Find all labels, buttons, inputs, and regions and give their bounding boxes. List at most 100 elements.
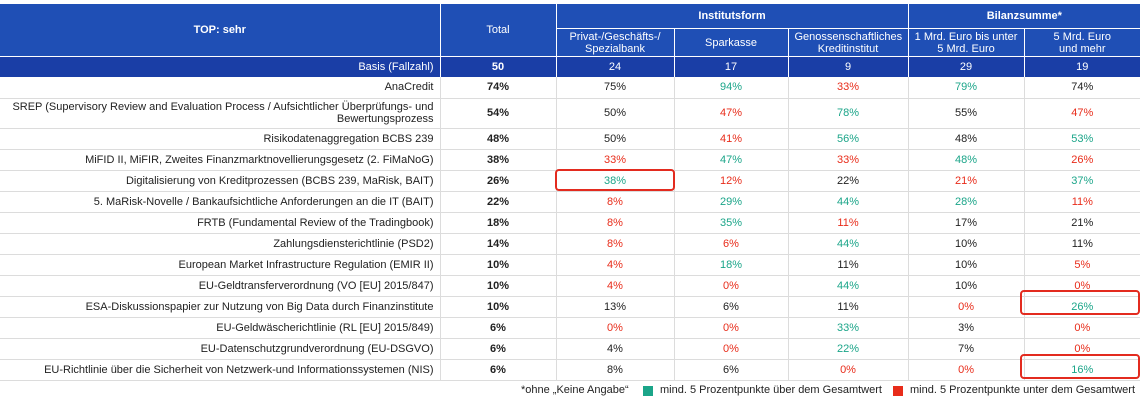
highlight-box	[1020, 290, 1140, 315]
header-col-2: Genossenschaftliches Kreditinstitut	[787, 28, 909, 57]
header-col-1: Sparkasse	[673, 28, 788, 57]
basis-value: 50	[439, 56, 556, 77]
table-row: MiFID II, MiFIR, Zweites Finanzmarktnove…	[0, 149, 1140, 171]
value-cell: 33%	[555, 149, 674, 171]
value-cell: 74%	[1023, 77, 1140, 99]
value-cell: 47%	[673, 149, 788, 171]
legend-note: *ohne „Keine Angabe“	[521, 384, 629, 396]
value-cell: 4%	[555, 338, 674, 360]
header-col-line2: 5 Mrd. Euro	[937, 42, 995, 55]
value-cell: 44%	[787, 275, 909, 297]
value-cell: 26%	[1023, 149, 1140, 171]
value-cell: 48%	[907, 149, 1025, 171]
value-cell: 11%	[787, 296, 909, 318]
value-cell: 0%	[555, 317, 674, 339]
row-label: European Market Infrastructure Regulatio…	[0, 254, 440, 276]
basis-label: Basis (Fallzahl)	[0, 56, 440, 77]
value-cell: 11%	[1023, 233, 1140, 255]
value-cell: 79%	[907, 77, 1025, 99]
results-table: TOP: sehr Total Institutsform Bilanzsumm…	[0, 4, 1140, 381]
value-cell: 21%	[1023, 212, 1140, 234]
value-cell: 8%	[555, 191, 674, 213]
header-group-institutsform: Institutsform	[555, 4, 909, 29]
value-cell: 17%	[907, 212, 1025, 234]
value-cell: 29%	[673, 191, 788, 213]
value-cell: 11%	[787, 254, 909, 276]
value-cell: 0%	[787, 359, 909, 381]
value-cell: 33%	[787, 317, 909, 339]
table-row: Digitalisierung von Kreditprozessen (BCB…	[0, 170, 1140, 192]
header-col-3: 1 Mrd. Euro bis unter 5 Mrd. Euro	[907, 28, 1025, 57]
value-cell: 10%	[907, 275, 1025, 297]
table-row: 5. MaRisk-Novelle / Bankaufsichtliche An…	[0, 191, 1140, 213]
total-cell: 6%	[439, 317, 556, 339]
row-label: EU-Richtlinie über die Sicherheit von Ne…	[0, 359, 440, 381]
value-cell: 13%	[555, 296, 674, 318]
value-cell: 0%	[907, 359, 1025, 381]
header-col-line2: und mehr	[1059, 42, 1106, 55]
value-cell: 21%	[907, 170, 1025, 192]
total-cell: 6%	[439, 338, 556, 360]
basis-value: 29	[907, 56, 1025, 77]
header-col-line1: Sparkasse	[705, 36, 757, 49]
value-cell: 11%	[787, 212, 909, 234]
value-cell: 41%	[673, 128, 788, 150]
row-label: Risikodatenaggregation BCBS 239	[0, 128, 440, 150]
value-cell: 16%	[1023, 359, 1140, 381]
value-cell: 28%	[907, 191, 1025, 213]
value-cell: 4%	[555, 254, 674, 276]
table-row: SREP (Supervisory Review and Evaluation …	[0, 98, 1140, 129]
header-group-bilanzsumme: Bilanzsumme*	[907, 4, 1140, 29]
value-cell: 0%	[673, 338, 788, 360]
value-cell: 8%	[555, 233, 674, 255]
table-row: EU-Geldwäscherichtlinie (RL [EU] 2015/84…	[0, 317, 1140, 339]
value-cell: 10%	[907, 254, 1025, 276]
row-label: EU-Geldwäscherichtlinie (RL [EU] 2015/84…	[0, 317, 440, 339]
value-cell: 0%	[673, 275, 788, 297]
value-cell: 75%	[555, 77, 674, 99]
value-cell: 22%	[787, 338, 909, 360]
value-cell: 7%	[907, 338, 1025, 360]
value-cell: 26%	[1023, 296, 1140, 318]
value-cell: 48%	[907, 128, 1025, 150]
value-cell: 44%	[787, 191, 909, 213]
basis-value: 24	[555, 56, 674, 77]
value-cell: 18%	[673, 254, 788, 276]
row-label: ESA-Diskussionspapier zur Nutzung von Bi…	[0, 296, 440, 318]
value-cell: 6%	[673, 296, 788, 318]
legend-positive-swatch	[643, 386, 653, 396]
total-cell: 22%	[439, 191, 556, 213]
legend-negative-text: mind. 5 Prozentpunkte unter dem Gesamtwe…	[910, 384, 1135, 396]
value-cell: 50%	[555, 128, 674, 150]
row-label: SREP (Supervisory Review and Evaluation …	[0, 98, 440, 129]
value-cell: 0%	[1023, 317, 1140, 339]
header-corner: TOP: sehr	[0, 4, 440, 57]
table-row: Zahlungsdiensterichtlinie (PSD2) 14% 8% 6% 4…	[0, 233, 1140, 255]
basis-value: 17	[673, 56, 788, 77]
total-cell: 18%	[439, 212, 556, 234]
value-cell: 10%	[907, 233, 1025, 255]
table-row: FRTB (Fundamental Review of the Tradingb…	[0, 212, 1140, 234]
row-label: Zahlungsdiensterichtlinie (PSD2)	[0, 233, 440, 255]
highlight-box	[1020, 354, 1140, 379]
value-cell: 0%	[673, 317, 788, 339]
table-row: EU-Datenschutzgrundverordnung (EU-DSGVO)…	[0, 338, 1140, 360]
highlight-box	[555, 169, 675, 191]
value-cell: 22%	[787, 170, 909, 192]
header-col-line2: Spezialbank	[585, 42, 645, 55]
value-cell: 0%	[907, 296, 1025, 318]
total-cell: 38%	[439, 149, 556, 171]
value-cell: 35%	[673, 212, 788, 234]
header-col-4: 5 Mrd. Euro und mehr	[1023, 28, 1140, 57]
total-cell: 6%	[439, 359, 556, 381]
value-cell: 6%	[673, 233, 788, 255]
row-label: 5. MaRisk-Novelle / Bankaufsichtliche An…	[0, 191, 440, 213]
total-cell: 54%	[439, 98, 556, 129]
table-row: European Market Infrastructure Regulatio…	[0, 254, 1140, 276]
total-cell: 10%	[439, 254, 556, 276]
value-cell: 3%	[907, 317, 1025, 339]
total-cell: 14%	[439, 233, 556, 255]
legend-negative-swatch	[893, 386, 903, 396]
basis-row: Basis (Fallzahl) 50 24 17 9 29 19	[0, 56, 1140, 77]
header-col-line1: 1 Mrd. Euro bis unter	[914, 30, 1018, 43]
